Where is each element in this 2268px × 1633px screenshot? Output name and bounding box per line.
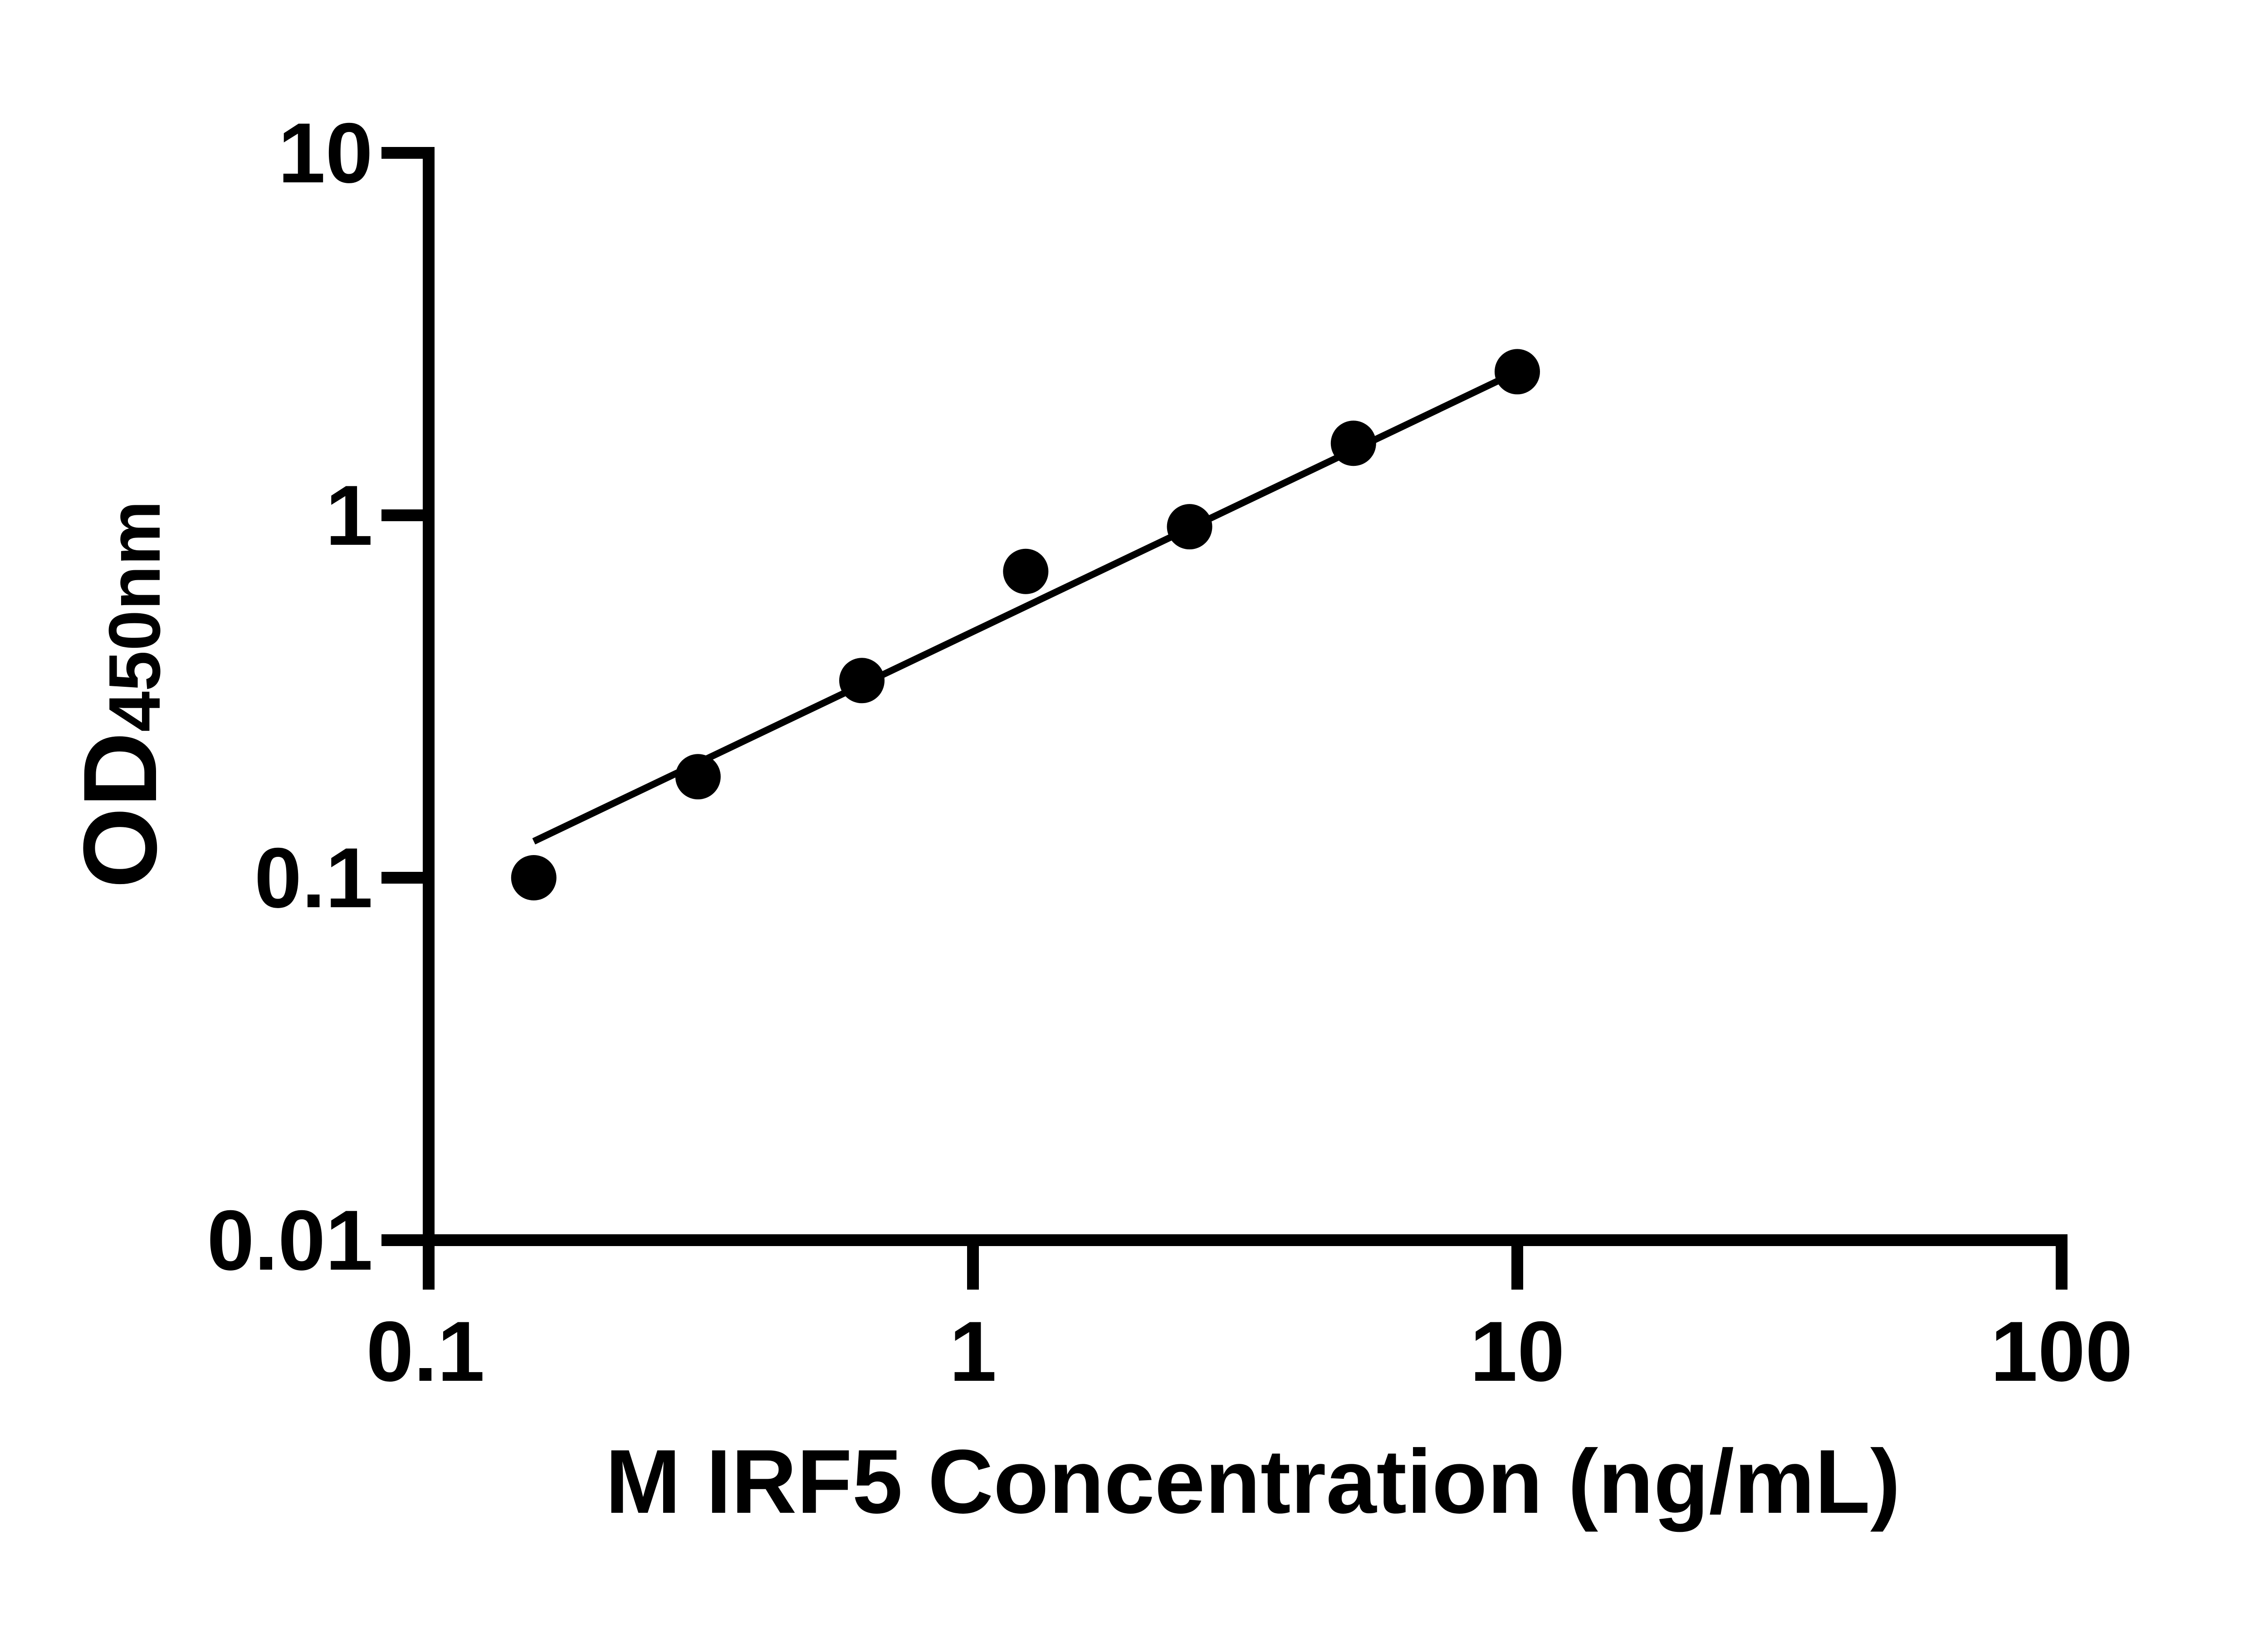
x-tick-label-0.1: 0.1: [366, 1304, 485, 1399]
data-point: [1495, 349, 1540, 395]
y-axis-title-main: OD: [62, 732, 178, 889]
data-point: [511, 855, 557, 900]
axis-ticks: [381, 147, 2068, 1290]
x-tick-label-100: 100: [1990, 1304, 2133, 1399]
y-axis-title: OD450nm: [29, 241, 211, 1148]
data-point: [1167, 504, 1212, 550]
data-series: [511, 349, 1540, 900]
y-tick-label-0.1: 0.1: [254, 830, 373, 925]
axes: [381, 147, 2068, 1290]
x-tick-label-1: 1: [949, 1304, 997, 1399]
y-tick-label-1: 1: [325, 468, 373, 563]
data-point: [1330, 420, 1376, 466]
y-axis-title-subscript: 450nm: [94, 500, 176, 732]
x-tick-label-10: 10: [1470, 1304, 1565, 1399]
y-tick-label-0.01: 0.01: [207, 1193, 373, 1288]
y-tick-label-10: 10: [278, 105, 373, 200]
data-point: [1003, 548, 1049, 594]
data-point: [675, 754, 721, 800]
data-point: [839, 658, 885, 704]
x-axis-title: M IRF5 Concentration (ng/mL): [605, 1431, 1901, 1532]
